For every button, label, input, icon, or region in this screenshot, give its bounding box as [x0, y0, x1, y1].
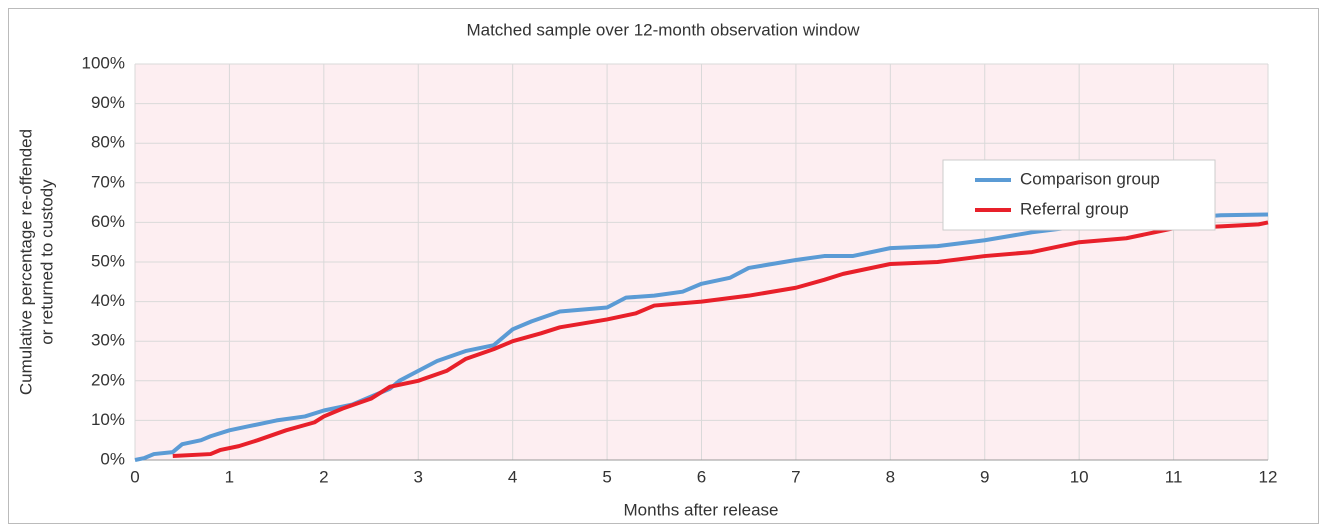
- x-tick-label: 6: [697, 467, 706, 486]
- x-tick-label: 10: [1070, 467, 1089, 486]
- y-axis-title: Cumulative percentage re-offended: [16, 129, 35, 395]
- y-tick-label: 40%: [91, 291, 125, 310]
- y-tick-label: 10%: [91, 410, 125, 429]
- x-tick-label: 0: [130, 467, 139, 486]
- chart-title: Matched sample over 12-month observation…: [466, 20, 860, 39]
- x-tick-label: 8: [886, 467, 895, 486]
- y-tick-label: 30%: [91, 331, 125, 350]
- legend-label: Comparison group: [1020, 169, 1160, 188]
- x-tick-label: 12: [1259, 467, 1278, 486]
- y-tick-label: 20%: [91, 370, 125, 389]
- x-tick-label: 9: [980, 467, 989, 486]
- y-tick-label: 100%: [82, 53, 125, 72]
- legend-label: Referral group: [1020, 199, 1129, 218]
- x-tick-label: 3: [414, 467, 423, 486]
- x-tick-label: 1: [225, 467, 234, 486]
- series-line: [172, 220, 1269, 459]
- series-line: [134, 212, 1269, 462]
- legend: [942, 159, 1216, 231]
- x-tick-label: 2: [319, 467, 328, 486]
- x-tick-label: 7: [791, 467, 800, 486]
- x-tick-label: 5: [602, 467, 611, 486]
- y-tick-label: 0%: [100, 449, 125, 468]
- y-axis-title: or returned to custody: [37, 179, 56, 345]
- x-tick-label: 11: [1165, 467, 1183, 486]
- y-tick-label: 50%: [91, 251, 125, 270]
- x-axis-title: Months after release: [624, 500, 779, 519]
- x-tick-label: 4: [508, 467, 517, 486]
- y-tick-label: 60%: [91, 212, 125, 231]
- y-tick-label: 90%: [91, 93, 125, 112]
- y-tick-label: 70%: [91, 172, 125, 191]
- y-tick-label: 80%: [91, 133, 125, 152]
